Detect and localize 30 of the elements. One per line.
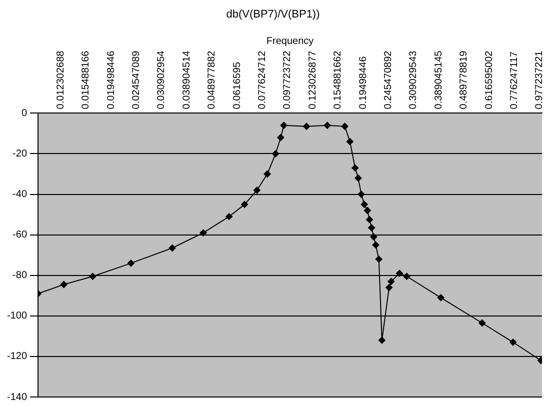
- y-tick-label: -20: [12, 148, 28, 160]
- x-tick-label: 0.19498446: [358, 56, 369, 110]
- chart-title: db(V(BP7)/V(BP1)): [226, 8, 320, 21]
- y-tick-label: -60: [12, 230, 28, 241]
- x-tick-label: 0.389045145: [433, 50, 444, 110]
- x-tick-label: 0.309029543: [408, 50, 420, 110]
- x-tick-label: 0.019498446: [106, 50, 117, 110]
- x-tick-label: 0.977237221: [534, 50, 546, 110]
- x-tick-label: 0.015488166: [80, 50, 92, 110]
- x-tick-label: 0.776247117: [509, 51, 520, 110]
- y-tick-label: -40: [12, 189, 28, 200]
- x-tick-label: 0.024547089: [131, 50, 142, 110]
- y-tick-label: 0: [21, 108, 28, 119]
- x-tick-label: 0.489778819: [458, 50, 470, 110]
- x-tick-label: 0.154881662: [332, 50, 344, 110]
- x-tick-label: 0.048977882: [206, 50, 218, 110]
- x-tick-label: 0.012302688: [55, 50, 66, 110]
- y-tick-label: -140: [7, 392, 28, 403]
- x-tick-label: 0.616595002: [484, 50, 495, 110]
- x-axis-title: Frequency: [266, 36, 314, 47]
- x-tick-label: 0.245470892: [383, 50, 394, 110]
- x-tick-label: 0.077624712: [257, 50, 268, 110]
- x-tick-label: 0.030902954: [156, 50, 168, 110]
- y-tick-label: -100: [7, 310, 28, 322]
- x-tick-label: 0.038904514: [181, 50, 192, 110]
- y-tick-label: -120: [7, 351, 28, 362]
- x-tick-label: 0.0616595: [232, 61, 243, 110]
- y-tick-label: -80: [12, 270, 28, 282]
- x-tick-label: 0.123026877: [307, 50, 318, 110]
- x-tick-label: 0.097723722: [282, 50, 294, 110]
